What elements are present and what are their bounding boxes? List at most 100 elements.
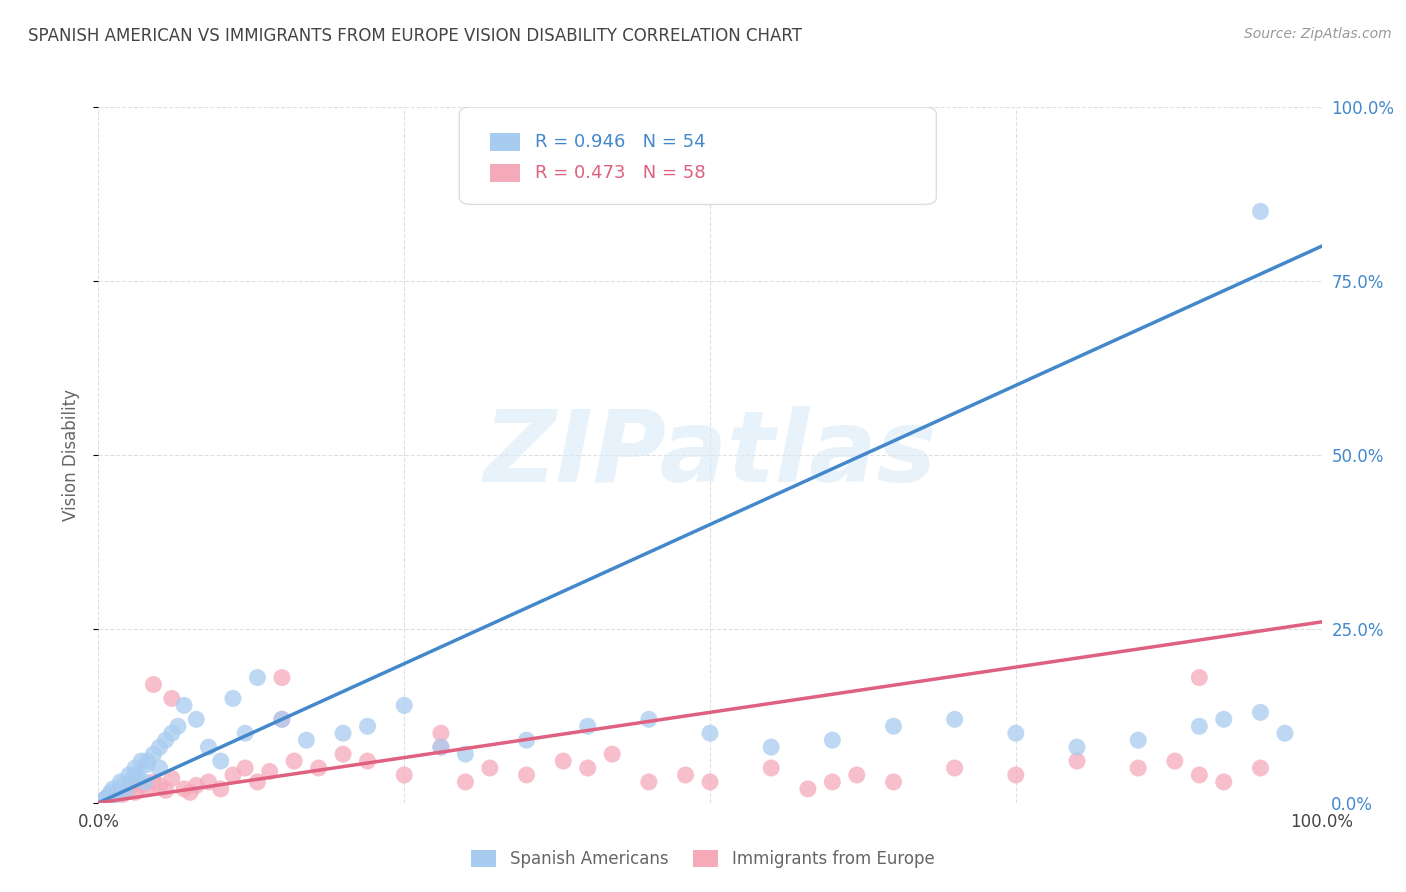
Point [392,768,416,782]
Text: ZIPatlas: ZIPatlas [484,407,936,503]
Point [209,781,232,796]
Point [124,785,146,799]
Point [1188,671,1211,685]
Point [167,719,190,733]
Point [883,775,905,789]
Text: R = 0.473   N = 58: R = 0.473 N = 58 [536,164,706,182]
Point [233,726,256,740]
Point [270,671,294,685]
Point [1004,726,1026,740]
Point [270,712,294,726]
Point [638,775,661,789]
Point [1128,733,1150,747]
Point [93,792,115,806]
Point [821,775,844,789]
Point [124,775,146,789]
Point [160,691,183,706]
Point [1164,754,1187,768]
Point [124,768,146,782]
Legend: Spanish Americans, Immigrants from Europe: Spanish Americans, Immigrants from Europ… [465,843,941,875]
Point [454,747,477,761]
Point [186,712,208,726]
Point [155,783,177,797]
Point [943,712,966,726]
Point [246,775,269,789]
Point [121,772,143,786]
Point [478,761,501,775]
Point [1004,768,1026,782]
Point [270,712,294,726]
Point [149,778,172,792]
Point [356,754,378,768]
Point [197,775,219,789]
Point [100,789,122,803]
Point [576,719,599,733]
Point [222,691,245,706]
Point [105,785,128,799]
Point [129,754,152,768]
Point [332,726,354,740]
Point [173,698,195,713]
FancyBboxPatch shape [489,133,520,151]
Point [136,757,159,772]
Point [516,768,538,782]
Point [118,781,141,796]
Point [134,775,156,789]
Point [553,754,575,768]
Point [179,785,201,799]
Point [699,726,721,740]
Point [173,781,195,796]
Point [308,761,330,775]
Point [149,740,172,755]
Point [576,761,599,775]
Point [259,764,281,779]
Point [516,733,538,747]
Point [114,783,136,797]
Point [761,761,783,775]
Point [675,768,697,782]
Point [93,792,115,806]
Text: SPANISH AMERICAN VS IMMIGRANTS FROM EUROPE VISION DISABILITY CORRELATION CHART: SPANISH AMERICAN VS IMMIGRANTS FROM EURO… [28,27,801,45]
Point [97,790,120,805]
Point [600,747,623,761]
Point [356,719,378,733]
Point [142,747,165,761]
Point [209,754,232,768]
Point [149,761,172,775]
Point [186,778,208,792]
Point [155,733,177,747]
Point [883,719,905,733]
Point [197,740,219,755]
Point [295,733,318,747]
Point [797,781,820,796]
Point [160,726,183,740]
Point [1188,768,1211,782]
Y-axis label: Vision Disability: Vision Disability [62,389,80,521]
FancyBboxPatch shape [489,164,520,182]
Point [1212,775,1234,789]
Point [124,761,146,775]
Point [430,740,453,755]
Point [1212,712,1234,726]
Point [699,775,721,789]
Point [392,698,416,713]
Point [90,794,112,808]
Point [246,671,269,685]
Point [233,761,256,775]
Point [638,712,661,726]
Point [1274,726,1296,740]
Point [100,785,122,799]
Point [91,794,114,808]
Point [943,761,966,775]
Point [454,775,477,789]
Point [1066,740,1088,755]
Point [1188,719,1211,733]
Point [127,768,149,782]
Point [136,754,159,768]
Point [332,747,354,761]
Point [1250,204,1272,219]
Point [761,740,783,755]
Point [821,733,844,747]
Point [430,740,453,755]
Point [111,788,134,802]
